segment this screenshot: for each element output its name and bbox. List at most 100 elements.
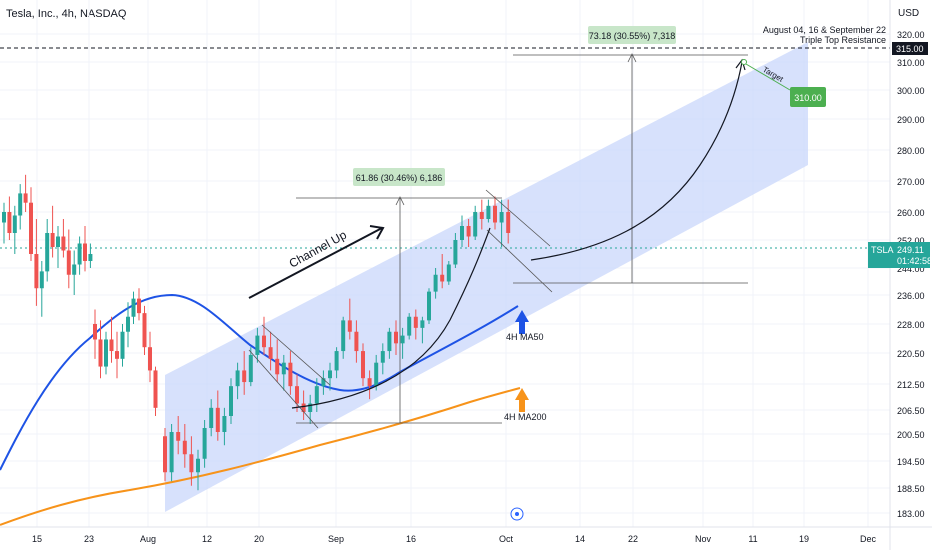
candle-body — [163, 436, 167, 473]
level-315-label: 315.00 — [896, 44, 924, 54]
ma200-label: 4H MA200 — [504, 412, 547, 422]
candle-body — [427, 291, 431, 321]
candle-body — [301, 403, 306, 412]
target-point — [741, 59, 747, 65]
time-tick-label: Sep — [328, 534, 344, 544]
candle-body — [367, 378, 372, 387]
price-tick-label: 194.50 — [897, 457, 925, 467]
flag-line — [485, 189, 551, 247]
candle-body — [12, 215, 17, 233]
measure-arrowhead — [395, 196, 405, 206]
time-tick-label: 12 — [202, 534, 212, 544]
parabola-curve — [291, 227, 491, 409]
candle-body — [255, 335, 260, 355]
candle-body — [479, 212, 484, 219]
time-tick-label: 20 — [254, 534, 264, 544]
candle-body — [308, 403, 313, 412]
candle-body — [77, 243, 82, 265]
candle-body — [262, 335, 266, 348]
candle-body — [229, 386, 233, 416]
target-box — [790, 87, 826, 107]
candle-body — [288, 362, 293, 387]
candle-body — [420, 320, 425, 328]
candle-body — [142, 313, 147, 348]
candle-body — [7, 212, 12, 233]
candles — [2, 174, 511, 491]
candle-body — [493, 205, 497, 223]
price-tick-label: 244.00 — [897, 264, 925, 274]
symbol-label: TSLA — [871, 245, 894, 255]
annotations-under — [0, 47, 890, 249]
candle-body — [98, 339, 103, 367]
resistance-annotation: Triple Top Resistance — [800, 35, 886, 45]
price-tick-label: 206.50 — [897, 406, 925, 416]
candle-body — [314, 386, 319, 404]
candle-body — [374, 362, 379, 387]
time-tick-label: Dec — [860, 534, 877, 544]
events-icon-dot — [515, 512, 519, 516]
candle-body — [131, 298, 136, 317]
price-tick-label: 212.50 — [897, 380, 925, 390]
ma50-arrow — [515, 310, 529, 334]
price-tick-label: 300.00 — [897, 86, 925, 96]
candle-body — [400, 335, 405, 344]
flag-line — [248, 349, 319, 429]
resistance-annotation: August 04, 16 & September 22 — [763, 25, 886, 35]
projection-curve — [530, 61, 743, 261]
candle-body — [242, 370, 247, 383]
candle-body — [380, 351, 385, 363]
candle-body — [361, 351, 365, 379]
time-axis[interactable]: 15 23 Aug 12 20 Sep 16 Oct 14 22 Nov 11 19 Dec — [0, 526, 932, 544]
candle-body — [83, 243, 87, 261]
candle-body — [88, 254, 93, 261]
countdown-label: 01:42:58 — [897, 256, 932, 266]
candle-body — [209, 407, 214, 428]
candle-body — [39, 271, 44, 289]
price-tick-label: 280.00 — [897, 146, 925, 156]
price-tick-label: 320.00 — [897, 30, 925, 40]
candle-body — [23, 193, 28, 203]
candle-body — [275, 358, 280, 375]
measure-1-box — [353, 168, 445, 186]
candle-body — [50, 233, 55, 247]
candle-body — [56, 236, 60, 247]
price-tick-label: 228.00 — [897, 320, 925, 330]
measure-2-box — [588, 26, 676, 44]
time-tick-label: 19 — [799, 534, 809, 544]
candle-body — [235, 370, 240, 387]
candle-body — [93, 324, 97, 340]
candle-body — [148, 347, 152, 371]
candle-body — [29, 202, 33, 254]
candle-body — [104, 339, 108, 367]
price-axis[interactable]: 183.00 188.50 194.50 200.50 206.50 212.50 220.… — [868, 0, 932, 550]
candle-body — [473, 212, 478, 237]
channel-up-band — [165, 42, 808, 512]
flag-line — [261, 324, 331, 386]
candle-body — [2, 212, 6, 223]
candle-body — [72, 264, 77, 275]
last-price-badge — [868, 242, 930, 268]
candle-body — [328, 370, 332, 379]
candle-body — [120, 331, 125, 359]
currency-label[interactable]: USD — [898, 8, 920, 19]
chart-title: Tesla, Inc., 4h, NASDAQ — [6, 8, 127, 20]
time-tick-label: 15 — [32, 534, 42, 544]
candle-body — [334, 351, 339, 371]
price-tick-label: 188.50 — [897, 484, 925, 494]
price-tick-label: 183.00 — [897, 509, 925, 519]
time-tick-label: 14 — [575, 534, 585, 544]
candle-body — [115, 351, 119, 359]
candle-body — [248, 354, 253, 383]
channel-up-arrow — [248, 227, 383, 299]
channel-up-arrowhead — [369, 225, 385, 240]
candle-body — [109, 339, 114, 352]
price-tick-label: 260.00 — [897, 208, 925, 218]
candle-body — [321, 378, 326, 387]
measure-2-label: 73.18 (30.55%) 7,318 — [589, 31, 676, 41]
annotations: 61.86 (30.46%) 6,186 73.18 (30.55%) 7,318… — [248, 25, 886, 521]
candle-body — [466, 226, 471, 237]
candle-body — [66, 250, 71, 275]
candle-body — [169, 432, 174, 473]
candle-body — [268, 347, 273, 359]
